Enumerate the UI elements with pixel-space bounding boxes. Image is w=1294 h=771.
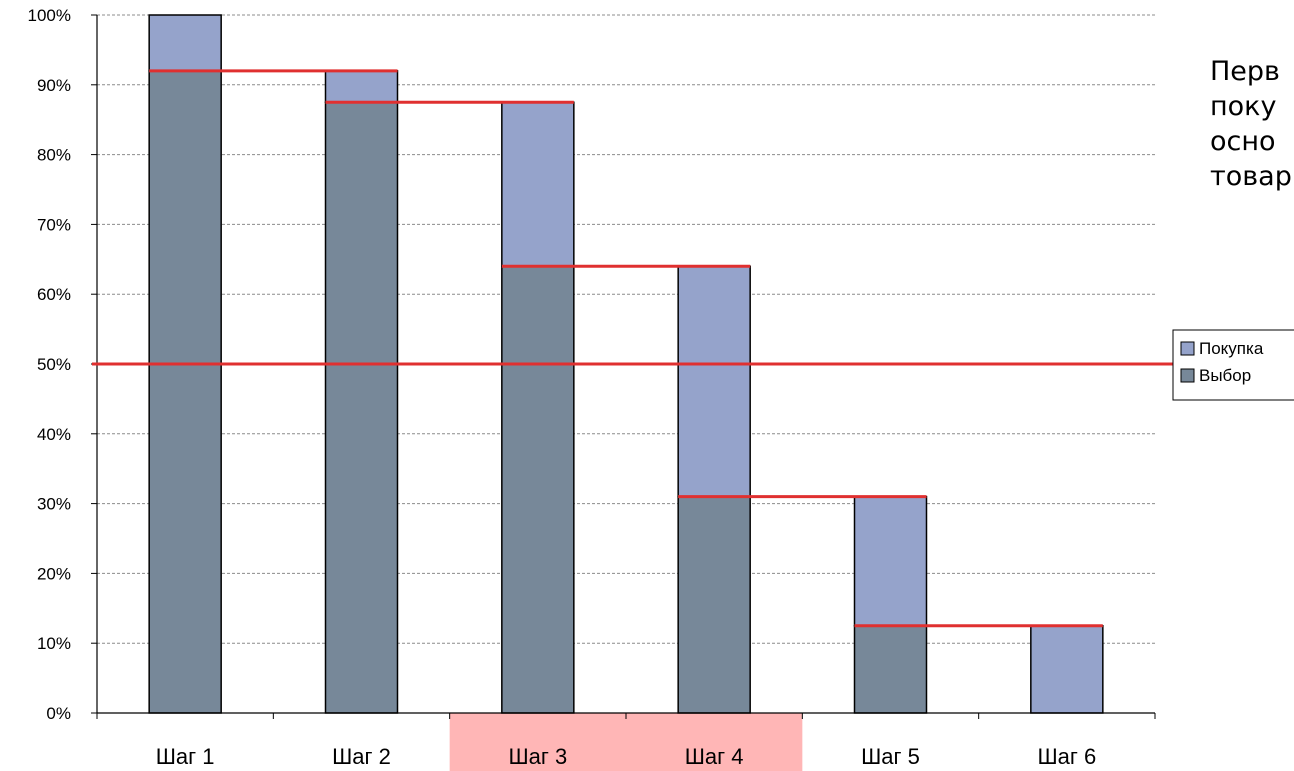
legend: Покупка Выбор [1172, 329, 1294, 401]
bar-vybor [148, 70, 222, 714]
side-note: Перв поку осно товар [1210, 54, 1294, 194]
highlight-bands [449, 713, 803, 771]
bar-pokupka [677, 265, 751, 498]
bar-pokupka [1030, 625, 1104, 714]
bar-vybor [501, 265, 575, 714]
side-note-line: Перв [1210, 56, 1280, 87]
side-note-line: товар [1210, 161, 1292, 192]
gridlines [97, 14, 1155, 644]
bar-pokupka [501, 101, 575, 268]
bar-vybor [677, 495, 751, 714]
y-tick-label: 20% [37, 564, 71, 583]
y-tick-label: 0% [46, 704, 71, 723]
y-tick-label: 40% [37, 425, 71, 444]
x-category-label: Шаг 4 [685, 744, 744, 769]
category-highlight [626, 713, 803, 771]
legend-label: Выбор [1199, 366, 1251, 385]
bar-pokupka [148, 14, 222, 72]
bar-pokupka [853, 495, 928, 627]
x-category-label: Шаг 2 [332, 744, 391, 769]
reference-lines [92, 69, 1294, 628]
category-highlight [449, 713, 626, 771]
x-category-label: Шаг 3 [508, 744, 567, 769]
y-tick-label: 90% [37, 76, 71, 95]
y-tick-label: 60% [37, 285, 71, 304]
axes [91, 14, 1156, 719]
x-category-label: Шаг 6 [1037, 744, 1096, 769]
axis-labels: 0% 10% 20% 30% 40% 50% 60% 70% 80% 90% 100% Шаг 1 Ша… [28, 6, 1097, 769]
side-note-line: осно [1210, 126, 1276, 157]
legend-label: Покупка [1199, 339, 1264, 358]
y-tick-label: 10% [37, 634, 71, 653]
bar-series [148, 14, 1104, 714]
bar-pokupka [324, 70, 399, 103]
x-category-label: Шаг 1 [156, 744, 215, 769]
y-tick-label: 70% [37, 215, 71, 234]
bar-vybor [853, 625, 928, 714]
y-tick-label: 50% [37, 355, 71, 374]
side-note-line: поку [1210, 91, 1277, 122]
bar-vybor [324, 101, 399, 714]
legend-swatch [1180, 341, 1195, 356]
y-tick-label: 80% [37, 146, 71, 165]
legend-swatch [1180, 368, 1195, 383]
x-category-label: Шаг 5 [861, 744, 920, 769]
y-tick-label: 100% [28, 6, 71, 25]
y-tick-label: 30% [37, 495, 71, 514]
